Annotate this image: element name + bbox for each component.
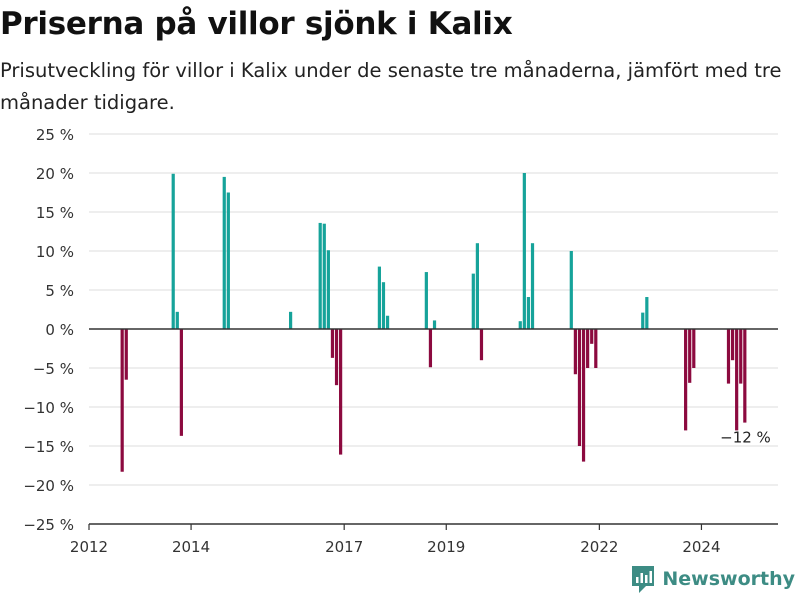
y-tick-label: 20 % — [36, 165, 74, 183]
y-tick-label: 25 % — [36, 126, 74, 144]
bar — [573, 329, 577, 375]
bar — [424, 272, 428, 329]
bar — [124, 329, 128, 380]
bar — [735, 329, 739, 431]
bar — [645, 297, 649, 329]
x-tick-label: 2017 — [325, 538, 363, 556]
y-axis-labels: 25 % 20 % 15 % 10 % 5 % 0 % −5 % −10 % −15 % −20 … — [23, 126, 74, 534]
bar — [594, 329, 598, 368]
x-tick-label: 2024 — [682, 538, 720, 556]
axes — [88, 328, 778, 530]
y-tick-label: −15 % — [23, 438, 74, 456]
bar — [475, 243, 479, 329]
bar — [692, 329, 696, 368]
bar — [641, 312, 645, 329]
y-tick-label: 0 % — [45, 321, 74, 339]
y-tick-label: 15 % — [36, 204, 74, 222]
bar — [322, 223, 326, 329]
y-tick-label: −25 % — [23, 516, 74, 534]
bar — [222, 176, 226, 329]
bar — [334, 329, 339, 386]
x-tick-label: 2012 — [70, 538, 108, 556]
bar — [739, 329, 743, 384]
bar — [530, 243, 535, 329]
bars — [120, 173, 747, 472]
chart-subtitle: Prisutveckling för villor i Kalix under … — [0, 59, 782, 114]
bar — [522, 173, 526, 329]
bar — [175, 311, 179, 329]
bar — [526, 297, 531, 329]
bar — [577, 329, 582, 446]
bar — [326, 250, 330, 329]
bar — [730, 329, 735, 361]
bar — [432, 320, 437, 329]
bar — [471, 273, 475, 329]
bar — [479, 329, 484, 361]
bar — [581, 329, 586, 462]
bar — [684, 329, 688, 431]
bar — [428, 329, 433, 368]
bar — [120, 329, 124, 472]
y-tick-label: 10 % — [36, 243, 74, 261]
bar — [518, 321, 522, 329]
x-tick-label: 2019 — [427, 538, 465, 556]
gridlines — [89, 133, 778, 525]
bar — [385, 315, 390, 329]
bar — [688, 329, 692, 383]
bar — [586, 329, 590, 368]
x-tick-label: 2014 — [172, 538, 210, 556]
newsworthy-logo-icon — [632, 566, 655, 593]
bar — [288, 311, 293, 329]
bar — [590, 329, 594, 344]
x-axis-labels: 2012 2014 2017 2019 2022 2024 — [70, 538, 721, 556]
bar — [339, 329, 343, 455]
y-tick-label: −5 % — [33, 360, 74, 378]
brand-name: Newsworthy — [662, 568, 795, 590]
bar — [377, 266, 382, 329]
y-tick-label: 5 % — [45, 282, 74, 300]
bar — [726, 329, 731, 384]
bar — [226, 192, 230, 329]
annotation-label: −12 % — [720, 429, 771, 447]
bar — [381, 282, 386, 329]
bar — [171, 173, 175, 329]
bar — [569, 251, 573, 329]
bar — [318, 222, 322, 329]
x-tick-label: 2022 — [580, 538, 618, 556]
bar — [743, 329, 747, 423]
brand-logo: Newsworthy — [630, 564, 795, 594]
annotations: −12 % — [720, 429, 771, 447]
y-tick-label: −10 % — [23, 399, 74, 417]
bar — [330, 329, 335, 358]
bar — [179, 329, 183, 436]
y-tick-label: −20 % — [23, 477, 74, 495]
chart-title: Priserna på villor sjönk i Kalix — [0, 6, 513, 42]
